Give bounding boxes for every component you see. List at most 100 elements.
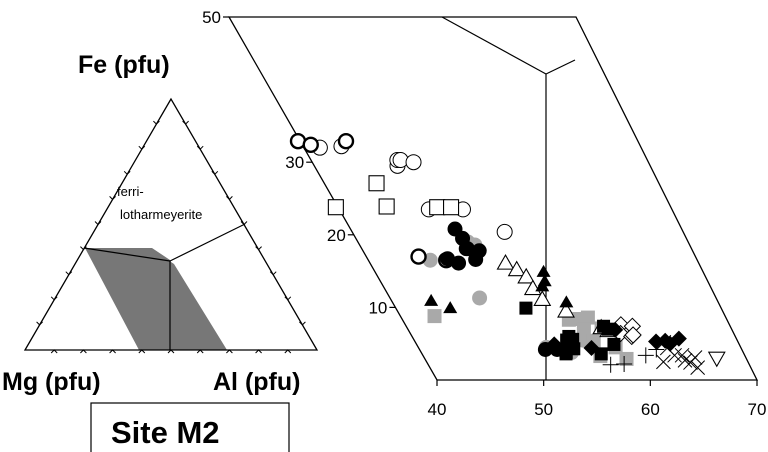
ternary-tick: [182, 120, 189, 125]
y-tick-label: 10: [368, 298, 387, 317]
marker-open-triangle: [557, 301, 575, 318]
ternary-tick: [109, 196, 116, 201]
marker-plus: [637, 347, 654, 364]
marker-cross: [690, 360, 706, 376]
marker-bold-open-circle: [337, 132, 355, 150]
ternary-tick: [80, 349, 87, 354]
ternary-tick: [269, 271, 277, 276]
marker-cross: [674, 347, 690, 363]
marker-open-square: [429, 199, 446, 216]
x-tick-label: 70: [748, 400, 767, 419]
marker-filled-square: [594, 347, 608, 361]
ternary-tick: [226, 196, 233, 201]
y-tick-label: 20: [327, 226, 346, 245]
marker-filled-diamond: [648, 333, 665, 350]
apex-label-mg: Mg (pfu): [2, 368, 101, 396]
marker-filled-diamond: [546, 336, 563, 353]
marker-filled-diamond: [607, 321, 624, 338]
data-markers: [289, 132, 726, 376]
ternary-diagram: Fe (pfu) Mg (pfu) Al (pfu) ferri- lothar…: [2, 51, 319, 396]
ternary-tick: [153, 120, 160, 125]
ternary-tick: [94, 221, 102, 226]
scatter-plot: 40 50 60 70 10 20 30 50: [202, 8, 766, 419]
marker-filled-triangle: [424, 293, 439, 306]
marker-filled-triangle: [536, 264, 551, 277]
marker-open-triangle: [533, 290, 552, 306]
x-tick-label: 50: [534, 400, 553, 419]
marker-open-square: [327, 199, 344, 216]
site-label-frame: [90, 402, 290, 452]
marker-plus: [616, 356, 633, 373]
marker-open-circle: [392, 152, 409, 169]
marker-cross: [656, 354, 671, 370]
x-tick-label: 60: [641, 400, 660, 419]
ternary-tick: [167, 349, 175, 354]
marker-cross: [683, 355, 698, 370]
marker-grey-square: [619, 351, 634, 366]
ternary-tick: [138, 145, 146, 150]
marker-plus: [602, 356, 619, 373]
ternary-line-b: [169, 223, 246, 262]
ternary-tick: [211, 170, 219, 176]
marker-open-circle: [405, 154, 422, 171]
marker-open-triangle: [517, 267, 536, 284]
marker-open-diamond: [624, 326, 642, 344]
ternary-tick: [196, 145, 204, 150]
marker-open-square: [368, 175, 385, 192]
ternary-tick: [299, 321, 306, 326]
marker-filled-circle: [451, 255, 467, 271]
x-tick-label: 40: [428, 400, 447, 419]
apex-label-al: Al (pfu): [213, 368, 300, 396]
y-tick-label: 50: [202, 8, 221, 27]
marker-open-triangle: [507, 260, 526, 277]
ternary-tick: [50, 296, 58, 301]
ternary-tick: [255, 246, 262, 251]
site-label: Site M2: [111, 415, 220, 450]
marker-grey-square: [580, 310, 595, 325]
marker-filled-triangle: [559, 295, 574, 308]
marker-filled-square: [519, 301, 533, 315]
ternary-line-a: [83, 247, 171, 262]
marker-filled-triangle: [443, 301, 458, 314]
field-label-line2: lotharmeyerite: [120, 207, 202, 222]
ternary-tick: [196, 349, 204, 354]
apex-label-fe: Fe (pfu): [78, 51, 170, 79]
marker-open-square: [378, 198, 395, 215]
marker-bold-open-circle: [410, 248, 427, 265]
plot-frame: [227, 16, 759, 381]
ternary-tick: [240, 221, 248, 226]
marker-filled-circle: [458, 241, 474, 257]
marker-filled-circle: [468, 251, 484, 267]
ternary-tick: [226, 349, 233, 354]
marker-open-triangle: [496, 254, 515, 270]
marker-cross: [677, 353, 693, 368]
ternary-tick: [123, 170, 131, 176]
ternary-tick: [109, 349, 116, 354]
marker-open-square: [443, 199, 460, 216]
plot-boundary-1: [441, 16, 547, 75]
marker-grey-square: [427, 309, 442, 324]
marker-filled-diamond: [583, 340, 600, 357]
ternary-tick: [284, 349, 292, 354]
ternary-tick: [50, 349, 58, 354]
ternary-tick: [138, 349, 146, 354]
marker-grey-circle: [472, 290, 488, 306]
marker-filled-square: [559, 345, 573, 359]
ternary-tick: [284, 296, 292, 301]
x-ticks: 40 50 60 70: [428, 380, 767, 419]
ternary-ticks: [36, 120, 306, 354]
marker-grey-square: [576, 322, 591, 337]
field-label-line1: ferri-: [117, 184, 144, 199]
site-label-box: Site M2: [90, 402, 290, 452]
plot-boundary-2: [545, 59, 576, 75]
marker-open-circle: [496, 223, 513, 240]
ternary-tick: [80, 246, 87, 251]
ternary-tick: [36, 321, 43, 326]
marker-open-down-triangle: [707, 351, 726, 368]
marker-filled-diamond: [662, 335, 679, 352]
ternary-shaded-field: [85, 248, 227, 350]
y-tick-label: 30: [285, 153, 304, 172]
ternary-tick: [255, 349, 262, 354]
marker-bold-open-circle: [302, 136, 319, 153]
